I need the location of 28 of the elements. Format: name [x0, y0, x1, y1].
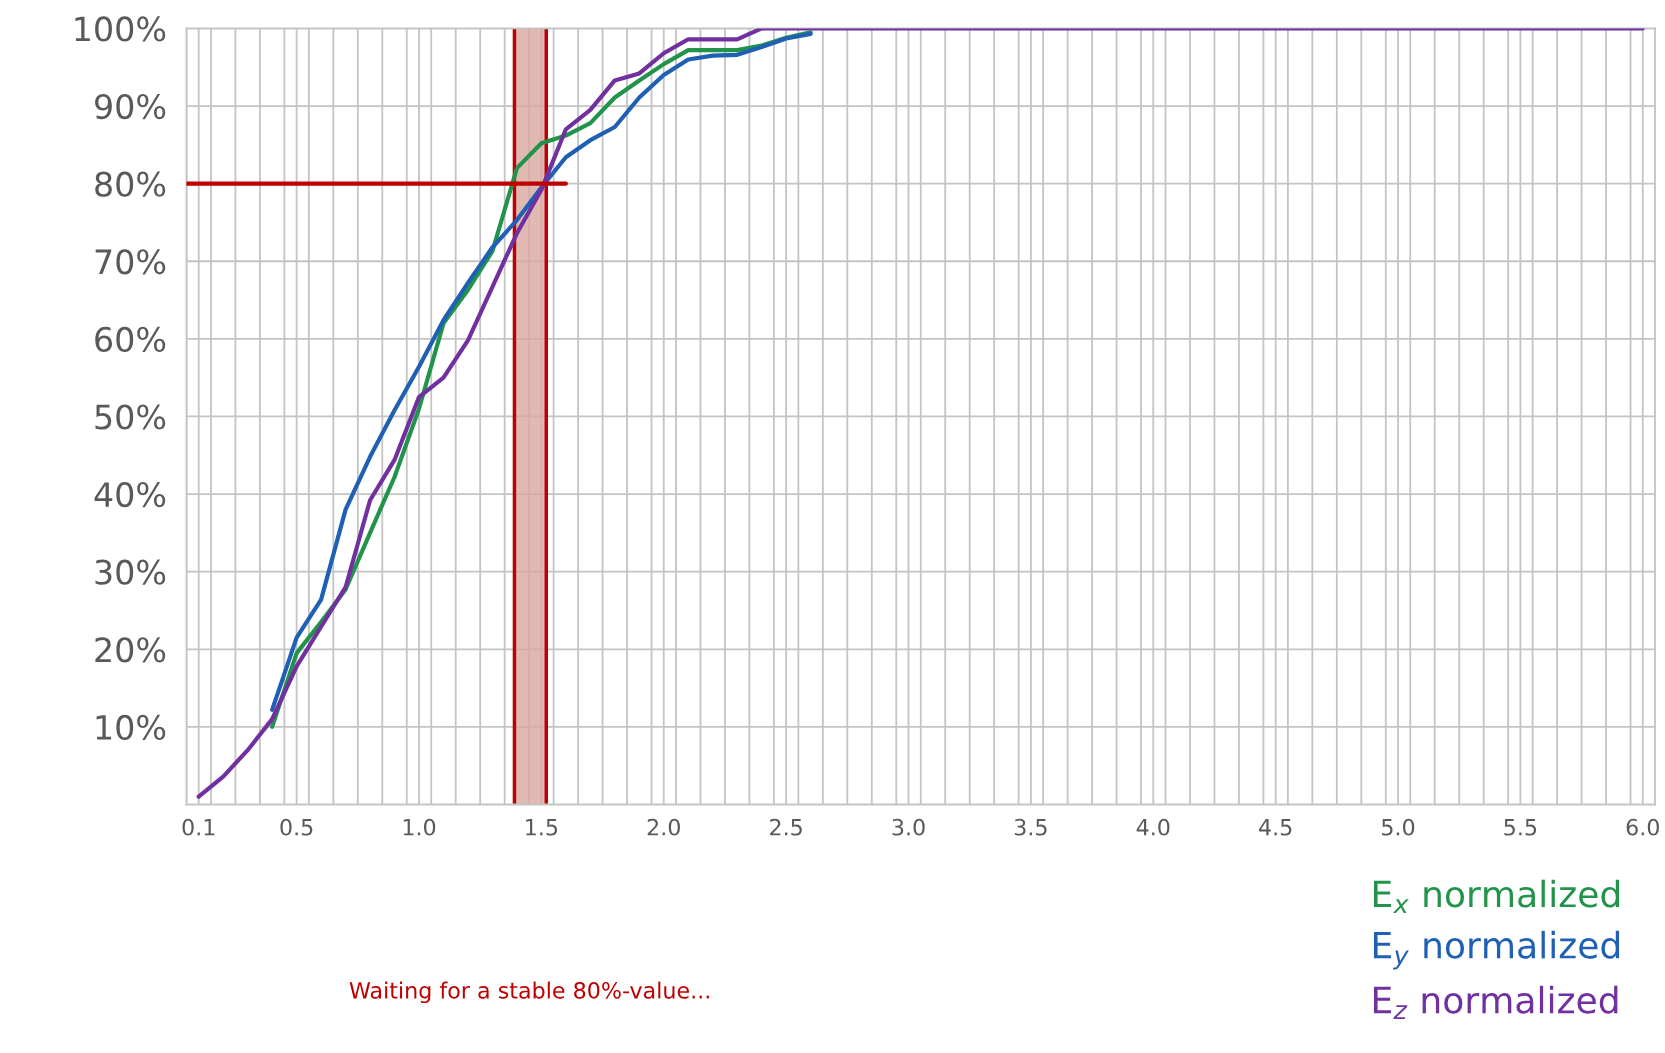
x-tick-label: 6.0: [1626, 818, 1659, 836]
y-tick-label: 40%: [94, 481, 166, 508]
x-tick-label: 1.5: [526, 819, 558, 836]
y-tick-label: 80%: [95, 171, 166, 197]
x-tick-label: 5.0: [1382, 818, 1415, 836]
x-tick-label: 0.1: [182, 818, 215, 836]
y-tick-label: 90%: [95, 93, 166, 120]
y-tick-label: 100%: [75, 16, 166, 42]
y-tick-label: 10%: [96, 714, 166, 741]
x-tick-label: 1.0: [403, 818, 436, 836]
text: E$_{x}$ normalized: [1374, 879, 1620, 914]
y-tick-label: 30%: [95, 559, 166, 585]
x-tick-label: 2.0: [647, 818, 680, 836]
y-tick-label: 70%: [95, 249, 166, 275]
x-tick-label: 3.0: [892, 818, 925, 836]
x-tick-label: 4.5: [1259, 819, 1292, 836]
text: E$_{z}$ normalized: [1374, 985, 1618, 1020]
line-series: [196, 28, 1645, 799]
y-tick-label: 50%: [95, 404, 166, 430]
x-tick-label: 2.5: [770, 818, 802, 836]
x-tick-label: 4.0: [1136, 818, 1170, 836]
x-tick-label: 5.5: [1504, 819, 1537, 836]
y-tick-label: 20%: [95, 637, 166, 663]
text: E$_{y}$ normalized: [1374, 930, 1620, 970]
text: Waiting for a stable 80%-value...: [349, 981, 709, 1004]
x-tick-label: 0.5: [280, 818, 313, 836]
y-tick-label: 60%: [95, 326, 166, 352]
x-tick-label: 3.5: [1014, 818, 1047, 836]
